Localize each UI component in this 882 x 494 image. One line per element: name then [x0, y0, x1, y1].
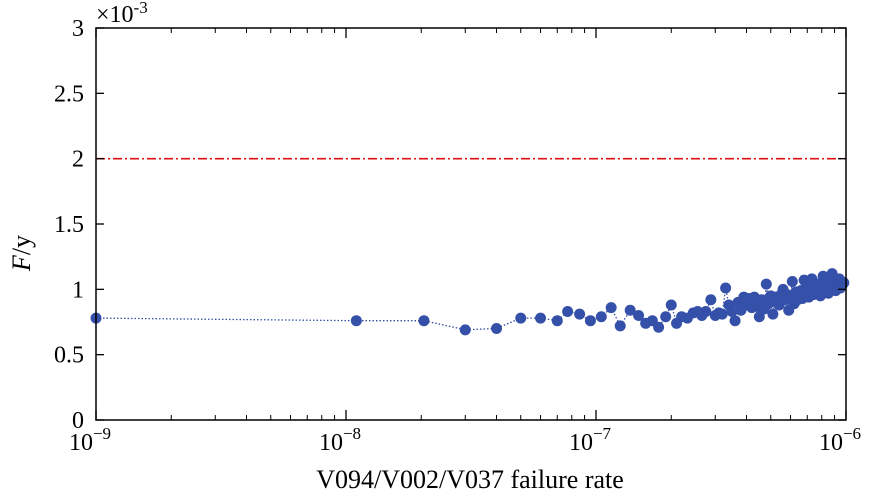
plot-frame: [95, 27, 847, 421]
y-multiplier-label: ×10-3: [96, 0, 148, 28]
data-point: [726, 306, 738, 318]
y-axis-label: F/y: [7, 235, 36, 272]
data-point: [700, 306, 712, 318]
y-tick-label: 0: [72, 408, 84, 434]
x-tick-label: 10−6: [819, 424, 861, 456]
data-point: [350, 315, 362, 327]
x-tick-label: 10−8: [319, 424, 361, 456]
data-point: [418, 315, 430, 327]
data-point: [665, 299, 677, 311]
data-point: [491, 323, 503, 335]
data-point: [459, 324, 471, 336]
y-tick-label: 1.5: [54, 212, 84, 238]
y-tick-label: 2: [72, 147, 84, 173]
y-tick-label: 0.5: [54, 343, 84, 369]
y-tick-label: 3: [72, 16, 84, 42]
x-axis-label: V094/V002/V037 failure rate: [316, 465, 624, 494]
data-point: [720, 282, 732, 294]
data-point: [786, 275, 798, 287]
x-tick-label: 10−7: [569, 424, 612, 456]
data-point: [624, 304, 636, 316]
data-point: [705, 294, 717, 306]
data-point: [535, 312, 547, 324]
data-point: [614, 320, 626, 332]
series-layer: [90, 268, 850, 336]
data-point: [515, 312, 527, 324]
data-point: [551, 315, 563, 327]
data-point: [605, 302, 617, 314]
data-point: [767, 308, 779, 320]
tick-layer: 0 0.5 1 1.5 2 2.5 3 10−9 10−8 10−7 10−6: [54, 16, 861, 456]
data-point: [653, 321, 665, 333]
data-point: [838, 277, 850, 289]
data-point: [660, 311, 672, 323]
data-point: [633, 309, 645, 321]
x-tick-label: 10−9: [69, 424, 111, 456]
y-tick-label: 2.5: [54, 81, 84, 107]
data-point: [760, 278, 772, 290]
data-point: [729, 315, 741, 327]
data-point: [595, 311, 607, 323]
data-point: [716, 308, 728, 320]
data-point: [584, 315, 596, 327]
data-point: [562, 306, 574, 318]
y-tick-label: 1: [72, 277, 84, 303]
data-point: [574, 308, 586, 320]
